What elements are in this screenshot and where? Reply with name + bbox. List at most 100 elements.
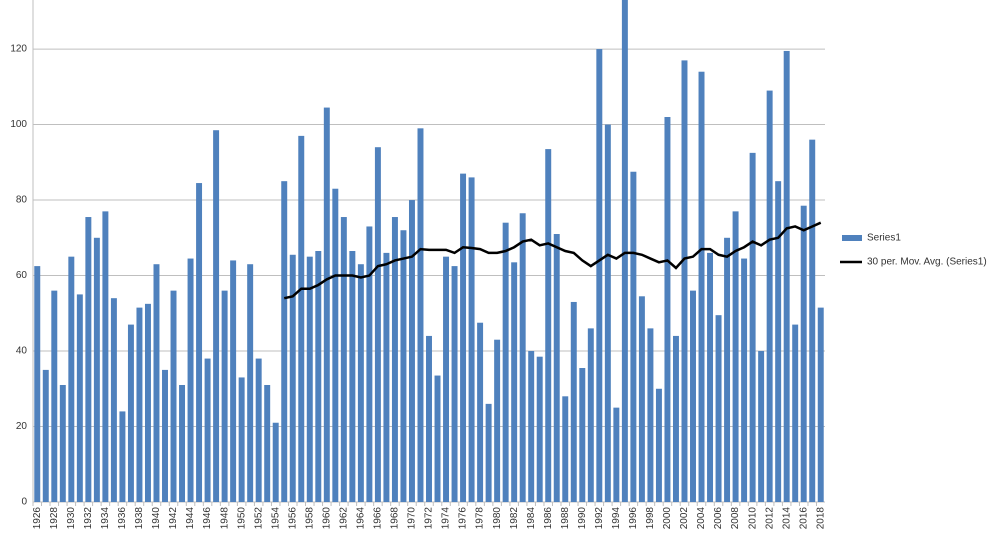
bar — [519, 213, 526, 502]
bar — [553, 234, 560, 503]
bar — [621, 0, 628, 502]
bar — [664, 117, 671, 503]
x-tick-label: 1990 — [577, 507, 588, 530]
x-tick-label: 1994 — [611, 507, 622, 530]
x-tick-label: 1944 — [185, 507, 196, 530]
bar — [34, 266, 41, 502]
bar — [434, 375, 441, 502]
bar — [579, 368, 586, 502]
bar — [144, 303, 151, 502]
bar — [204, 358, 211, 502]
x-tick-label: 1958 — [304, 507, 315, 530]
x-tick-label: 1926 — [32, 507, 43, 530]
x-tick-label: 1980 — [492, 507, 503, 530]
x-tick-label: 1960 — [321, 507, 332, 530]
bar — [221, 290, 228, 502]
bar — [391, 217, 398, 502]
x-tick-label: 2006 — [713, 507, 724, 530]
bar — [289, 254, 296, 502]
bar — [511, 262, 518, 502]
bar — [604, 124, 611, 502]
x-tick-label: 1976 — [458, 507, 469, 530]
x-tick-label: 1978 — [475, 507, 486, 530]
x-tick-label: 1928 — [49, 507, 60, 530]
bar — [264, 384, 271, 502]
bar — [443, 256, 450, 502]
bar — [272, 422, 279, 502]
bar — [758, 351, 765, 502]
bar — [349, 251, 356, 502]
x-tick-label: 1966 — [373, 507, 384, 530]
x-tick-label: 1954 — [270, 507, 281, 530]
bar — [460, 173, 467, 502]
legend-label: Series1 — [867, 233, 901, 244]
bar — [59, 384, 66, 502]
x-tick-label: 1984 — [526, 507, 537, 530]
bar — [485, 403, 492, 502]
legend-swatch — [842, 235, 862, 241]
y-tick-label: 0 — [21, 497, 27, 508]
bar — [426, 335, 432, 502]
bar — [357, 264, 364, 502]
bar — [502, 222, 509, 503]
x-tick-label: 1988 — [560, 507, 571, 530]
bar — [638, 296, 645, 502]
x-tick-label: 1964 — [356, 507, 367, 530]
bar — [494, 339, 501, 502]
bar — [545, 149, 552, 503]
x-tick-label: 1956 — [287, 507, 298, 530]
x-tick-label: 2012 — [764, 507, 775, 530]
x-tick-label: 1930 — [66, 507, 77, 530]
x-tick-label: 1932 — [83, 507, 94, 530]
x-tick-label: 1972 — [424, 507, 435, 530]
bar — [715, 315, 722, 502]
x-tick-label: 1992 — [594, 507, 605, 530]
bar — [596, 49, 603, 503]
x-tick-label: 1982 — [509, 507, 520, 530]
x-tick-label: 2004 — [696, 507, 707, 530]
bar — [468, 177, 475, 502]
bar — [136, 307, 143, 502]
x-tick-label: 1986 — [543, 507, 554, 530]
bar — [587, 328, 594, 502]
bar — [647, 328, 654, 502]
bar — [792, 324, 799, 502]
bar — [153, 264, 160, 502]
bar — [255, 358, 262, 502]
bar — [374, 147, 381, 502]
x-tick-label: 1934 — [100, 507, 111, 530]
bar — [68, 256, 75, 502]
bar — [672, 335, 679, 502]
bar — [196, 183, 203, 502]
x-tick-label: 1974 — [441, 507, 452, 530]
bar — [383, 252, 390, 502]
bar — [817, 307, 824, 502]
x-tick-label: 2010 — [747, 507, 758, 530]
bar — [332, 188, 339, 502]
bar — [536, 356, 543, 502]
x-tick-label: 2014 — [781, 507, 792, 530]
bar — [230, 260, 237, 502]
x-tick-label: 2008 — [730, 507, 741, 530]
bar — [76, 294, 83, 502]
bar — [451, 266, 458, 502]
x-tick-label: 2000 — [662, 507, 673, 530]
bar — [51, 290, 58, 502]
bar — [119, 411, 126, 502]
x-tick-label: 1962 — [338, 507, 349, 530]
bar — [281, 181, 288, 503]
y-tick-label: 100 — [10, 119, 27, 130]
bar — [298, 135, 305, 502]
bar — [170, 290, 177, 502]
x-tick-label: 1998 — [645, 507, 656, 530]
x-tick-label: 1948 — [219, 507, 230, 530]
moving-average-line — [283, 221, 822, 300]
bar — [340, 217, 347, 502]
x-tick-label: 1946 — [202, 507, 213, 530]
bar — [93, 237, 100, 502]
x-tick-label: 2016 — [798, 507, 809, 530]
bar — [85, 217, 92, 502]
x-tick-label: 1942 — [168, 507, 179, 530]
bar — [766, 90, 773, 503]
